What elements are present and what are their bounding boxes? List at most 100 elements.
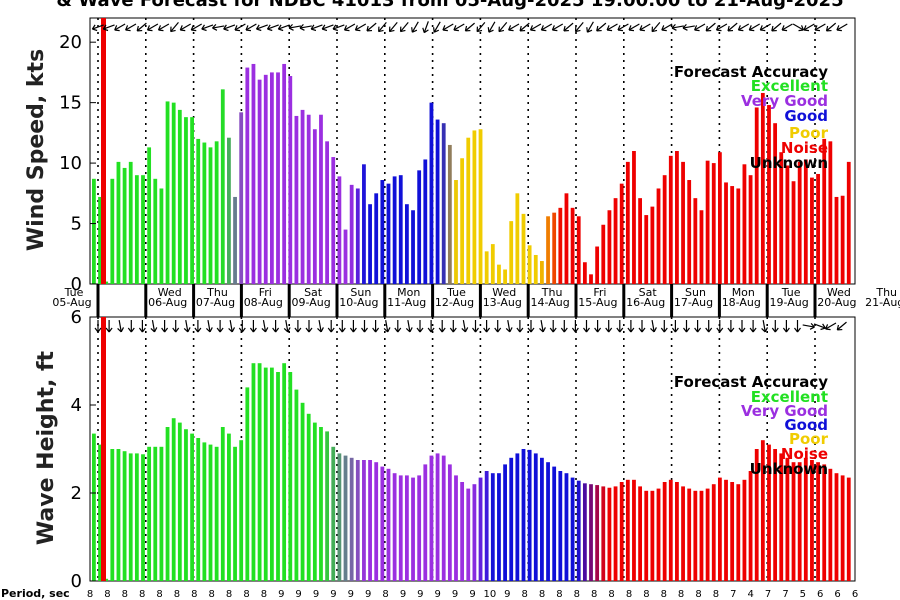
date-label: 12-Aug (435, 296, 474, 309)
direction-arrow (114, 23, 126, 32)
direction-arrow (194, 320, 202, 333)
direction-arrow (606, 23, 618, 32)
direction-arrow (388, 22, 398, 33)
bar (362, 460, 366, 581)
direction-arrow (519, 22, 530, 32)
wind-legend-good: Good (784, 107, 828, 125)
direction-arrow (638, 320, 646, 333)
direction-arrow (332, 24, 345, 32)
bar (662, 482, 667, 581)
day-label: Thu (875, 286, 897, 299)
wave-legend-noise: Noise (781, 445, 828, 463)
bar (840, 475, 845, 581)
bar (239, 440, 244, 581)
day-label: Wed (158, 286, 182, 299)
bar (595, 485, 600, 581)
period-value: 8 (87, 589, 93, 600)
bar (251, 363, 256, 581)
direction-arrow (464, 22, 475, 32)
day-label: Fri (259, 286, 272, 299)
period-value: 9 (295, 589, 301, 600)
date-label: 13-Aug (483, 296, 522, 309)
direction-arrow (749, 320, 757, 333)
period-value: 8 (574, 589, 580, 600)
date-label: 10-Aug (339, 296, 378, 309)
direction-arrow (759, 23, 771, 32)
bar (300, 109, 305, 284)
bar (509, 221, 514, 284)
direction-arrow (150, 319, 158, 333)
bar (767, 444, 771, 581)
bar (233, 446, 237, 581)
direction-arrow (605, 320, 613, 333)
bar (613, 198, 618, 284)
direction-arrow (549, 320, 557, 333)
direction-arrow (596, 22, 607, 32)
direction-arrow (487, 21, 496, 33)
date-label: 11-Aug (387, 296, 426, 309)
bar (503, 269, 507, 284)
bar (754, 449, 759, 581)
direction-arrow (505, 319, 513, 333)
bar (632, 151, 636, 284)
bar (300, 402, 305, 581)
direction-arrow (782, 320, 790, 333)
bar (398, 175, 403, 284)
bar (773, 123, 778, 284)
bar (822, 138, 827, 284)
bar (785, 165, 790, 284)
period-value: 9 (417, 589, 423, 600)
bar (141, 454, 145, 581)
day-label: Mon (397, 286, 420, 299)
bar (595, 246, 600, 284)
wave-y-axis-label: Wave Height, ft (34, 350, 59, 545)
direction-arrow (716, 320, 724, 333)
direction-arrow (508, 23, 520, 32)
bar (411, 210, 415, 284)
period-value: 8 (695, 589, 701, 600)
bar (276, 372, 280, 581)
bar (294, 115, 299, 284)
wave-legend-poor: Poor (789, 430, 829, 448)
direction-arrow (212, 23, 225, 31)
wind-legend-very-good: Very Good (741, 92, 828, 110)
wind-bars (92, 18, 851, 285)
date-label: 20-Aug (817, 296, 856, 309)
bar (257, 79, 262, 284)
bar (374, 193, 379, 284)
bar (116, 449, 121, 581)
day-label: Mon (732, 286, 755, 299)
bar (153, 178, 158, 284)
period-value: 9 (365, 589, 371, 600)
period-value: 8 (174, 589, 180, 600)
bar (147, 147, 152, 284)
bar (650, 206, 655, 284)
direction-arrow (299, 23, 312, 31)
bar (570, 477, 575, 581)
direction-arrow (671, 320, 679, 333)
direction-arrow (540, 23, 553, 32)
direction-arrow (378, 22, 387, 33)
bar (779, 453, 784, 581)
period-value: 8 (608, 589, 614, 600)
bar (576, 480, 581, 581)
bar (638, 198, 642, 284)
bar (92, 433, 96, 581)
bar (705, 488, 710, 581)
wind-y-ticks: 0 5 10 15 20 (59, 32, 96, 295)
now-marker (101, 18, 106, 284)
direction-arrow (705, 22, 716, 32)
direction-arrow (228, 319, 236, 333)
bar (263, 367, 268, 581)
date-label: 07-Aug (196, 296, 235, 309)
direction-arrow (127, 320, 135, 333)
period-value: 9 (330, 589, 336, 600)
bar (227, 433, 231, 581)
bar (619, 183, 624, 284)
direction-arrow (321, 24, 334, 32)
bar (760, 92, 765, 285)
y-tick-label: 2 (71, 483, 82, 504)
bar (165, 427, 170, 581)
bar (460, 158, 465, 284)
direction-arrow (416, 320, 424, 333)
